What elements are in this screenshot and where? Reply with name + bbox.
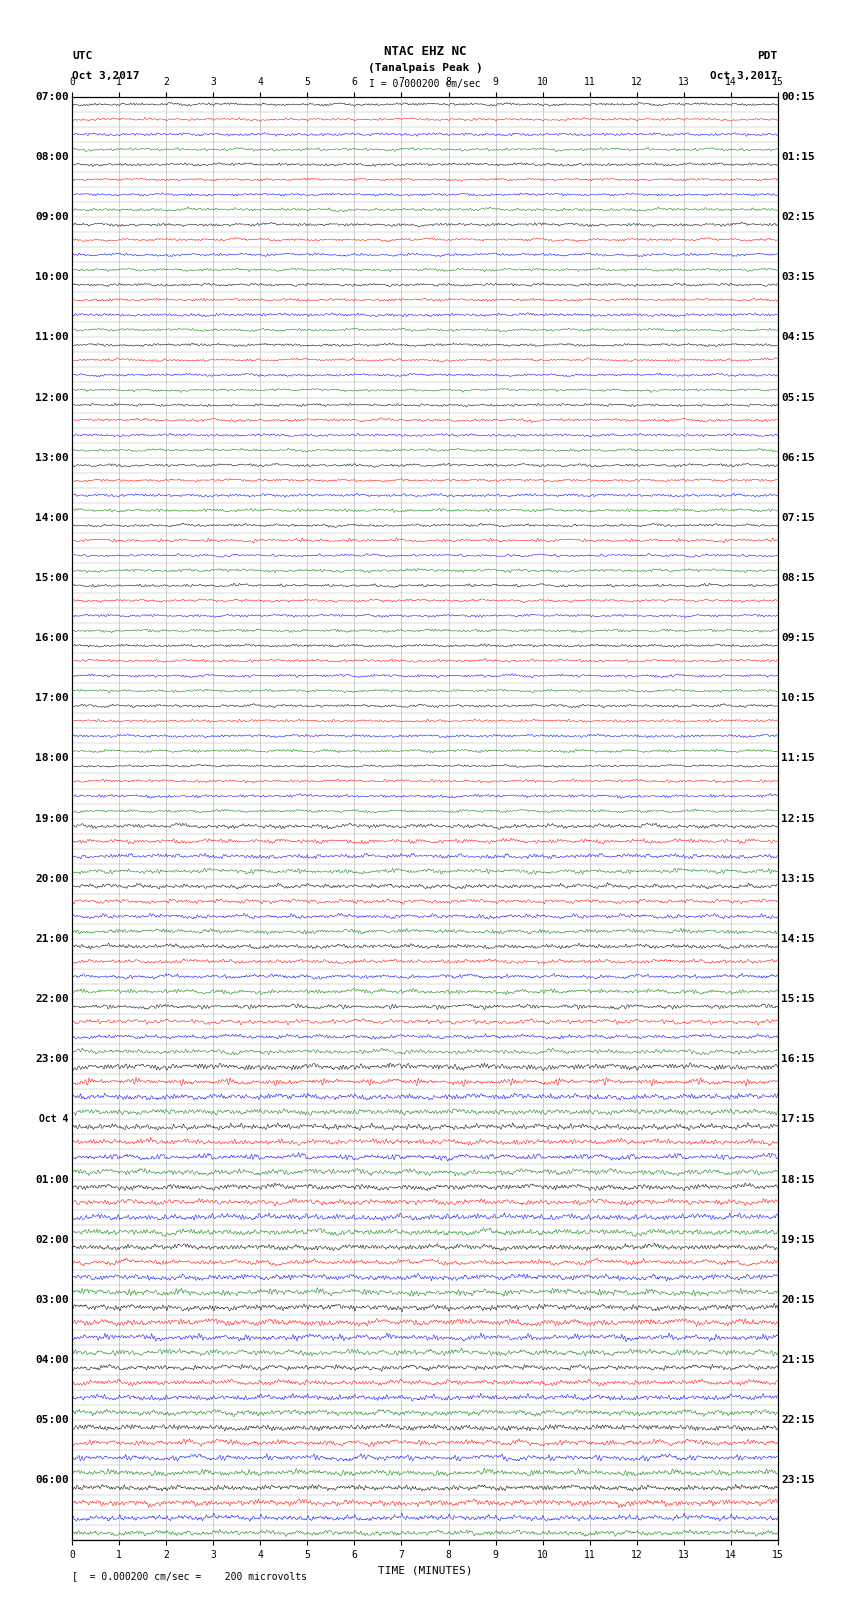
Text: 11:00: 11:00 — [35, 332, 69, 342]
Text: 15:15: 15:15 — [781, 994, 815, 1003]
Text: [  = 0.000200 cm/sec =    200 microvolts: [ = 0.000200 cm/sec = 200 microvolts — [72, 1571, 307, 1581]
Text: 12:00: 12:00 — [35, 392, 69, 403]
Text: 19:00: 19:00 — [35, 813, 69, 824]
Text: 13:15: 13:15 — [781, 874, 815, 884]
Text: 02:00: 02:00 — [35, 1234, 69, 1245]
Text: 23:15: 23:15 — [781, 1476, 815, 1486]
X-axis label: TIME (MINUTES): TIME (MINUTES) — [377, 1566, 473, 1576]
Text: 20:15: 20:15 — [781, 1295, 815, 1305]
Text: 12:15: 12:15 — [781, 813, 815, 824]
Text: I = 0.000200 cm/sec: I = 0.000200 cm/sec — [369, 79, 481, 89]
Text: Oct 4: Oct 4 — [39, 1115, 69, 1124]
Text: 13:00: 13:00 — [35, 453, 69, 463]
Text: 11:15: 11:15 — [781, 753, 815, 763]
Text: 22:15: 22:15 — [781, 1415, 815, 1426]
Text: 03:15: 03:15 — [781, 273, 815, 282]
Text: 20:00: 20:00 — [35, 874, 69, 884]
Text: 10:15: 10:15 — [781, 694, 815, 703]
Text: 01:15: 01:15 — [781, 152, 815, 161]
Text: 05:15: 05:15 — [781, 392, 815, 403]
Text: 07:00: 07:00 — [35, 92, 69, 102]
Text: 15:00: 15:00 — [35, 573, 69, 582]
Text: 14:15: 14:15 — [781, 934, 815, 944]
Text: 07:15: 07:15 — [781, 513, 815, 523]
Text: (Tanalpais Peak ): (Tanalpais Peak ) — [367, 63, 483, 73]
Text: 17:00: 17:00 — [35, 694, 69, 703]
Text: 01:00: 01:00 — [35, 1174, 69, 1184]
Text: 21:00: 21:00 — [35, 934, 69, 944]
Text: 16:00: 16:00 — [35, 634, 69, 644]
Text: 19:15: 19:15 — [781, 1234, 815, 1245]
Text: 08:00: 08:00 — [35, 152, 69, 161]
Text: 05:00: 05:00 — [35, 1415, 69, 1426]
Text: 04:00: 04:00 — [35, 1355, 69, 1365]
Text: 09:15: 09:15 — [781, 634, 815, 644]
Text: 18:00: 18:00 — [35, 753, 69, 763]
Text: 02:15: 02:15 — [781, 211, 815, 223]
Text: PDT: PDT — [757, 52, 778, 61]
Text: 22:00: 22:00 — [35, 994, 69, 1003]
Text: 16:15: 16:15 — [781, 1055, 815, 1065]
Text: 06:15: 06:15 — [781, 453, 815, 463]
Text: 04:15: 04:15 — [781, 332, 815, 342]
Text: 10:00: 10:00 — [35, 273, 69, 282]
Text: Oct 3,2017: Oct 3,2017 — [711, 71, 778, 81]
Text: 18:15: 18:15 — [781, 1174, 815, 1184]
Text: 06:00: 06:00 — [35, 1476, 69, 1486]
Text: 00:15: 00:15 — [781, 92, 815, 102]
Text: 23:00: 23:00 — [35, 1055, 69, 1065]
Text: UTC: UTC — [72, 52, 93, 61]
Text: 21:15: 21:15 — [781, 1355, 815, 1365]
Text: 03:00: 03:00 — [35, 1295, 69, 1305]
Text: 08:15: 08:15 — [781, 573, 815, 582]
Text: NTAC EHZ NC: NTAC EHZ NC — [383, 45, 467, 58]
Text: 14:00: 14:00 — [35, 513, 69, 523]
Text: 17:15: 17:15 — [781, 1115, 815, 1124]
Text: Oct 3,2017: Oct 3,2017 — [72, 71, 139, 81]
Text: 09:00: 09:00 — [35, 211, 69, 223]
